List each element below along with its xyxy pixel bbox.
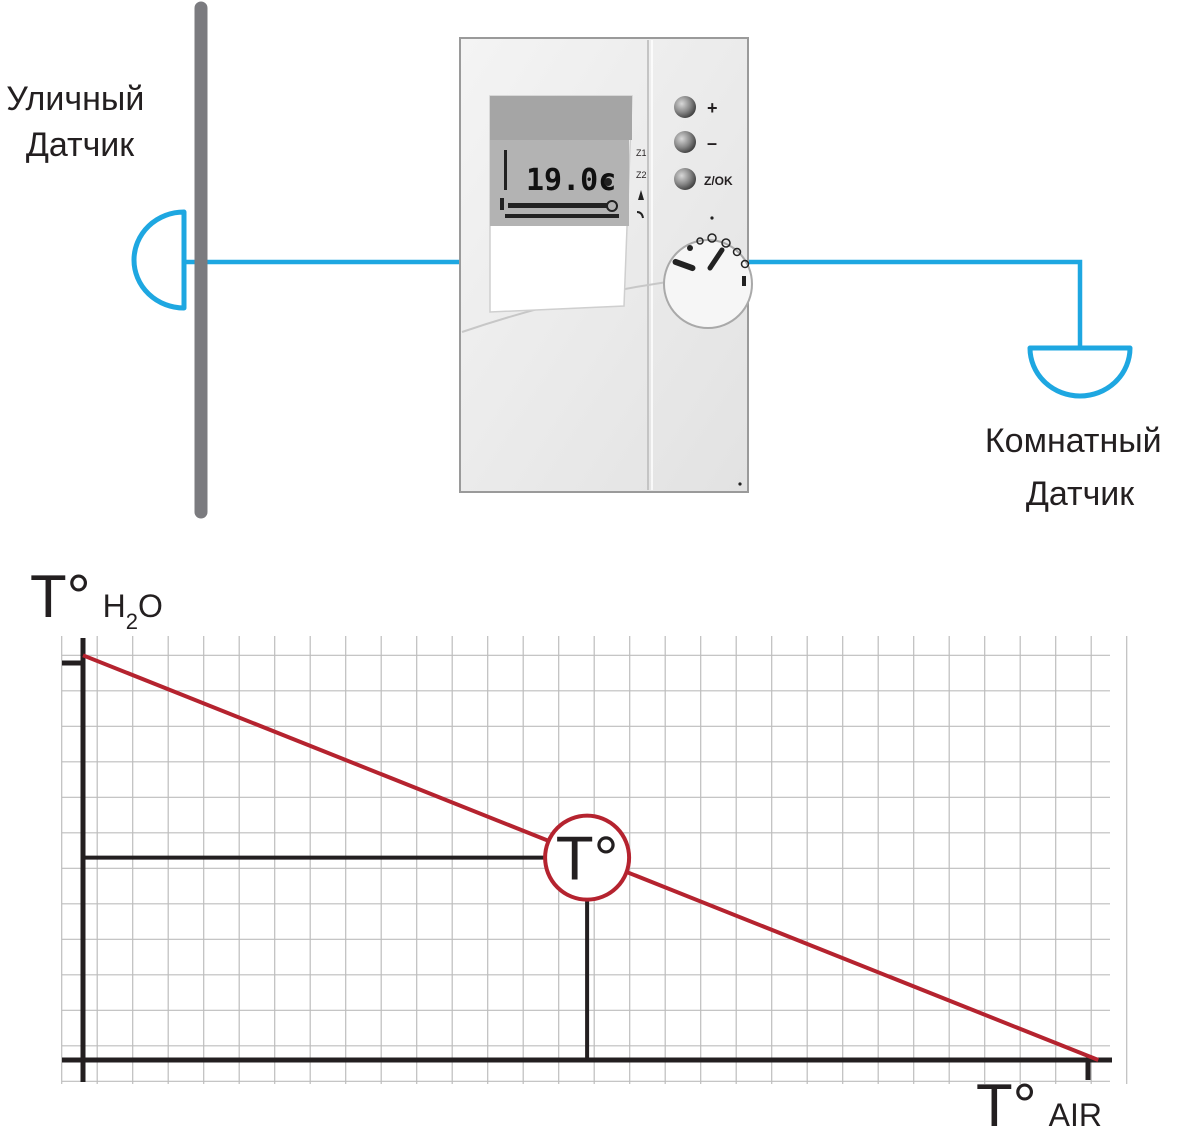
- dial-mode-icon: [721, 238, 731, 248]
- flame-icon: [638, 190, 644, 200]
- dial-mode-icon: [732, 247, 742, 257]
- graph-grid: [61, 636, 1128, 1084]
- heating-curve-graph: T° T° H2O T° AIR: [30, 563, 1128, 1132]
- operating-point-label: T°: [556, 825, 619, 894]
- mode-selector-dial[interactable]: [663, 233, 753, 329]
- dial-mode-icon: [740, 259, 750, 269]
- dial-mode-icon: [687, 245, 693, 251]
- room-sensor-wire: [745, 259, 1083, 346]
- thermostat-device: 19.0c Z1 Z2 + – Z/OK: [459, 37, 753, 493]
- zone-ok-button[interactable]: Z/OK: [674, 168, 733, 190]
- minus-button[interactable]: –: [674, 131, 717, 153]
- minus-button-label: –: [707, 133, 717, 153]
- dial-mode-icon: [707, 233, 717, 243]
- zone-label-z2: Z2: [636, 170, 647, 180]
- plus-button-label: +: [707, 98, 718, 118]
- room-sensor-label: Комнатный Датчик: [985, 422, 1171, 513]
- outdoor-sensor-label: Уличный Датчик: [6, 80, 154, 164]
- zone-label-z1: Z1: [636, 148, 647, 158]
- zone-indicators: Z1 Z2: [636, 148, 647, 219]
- zone-ok-button-label: Z/OK: [704, 174, 733, 188]
- sensor-wiring: [182, 259, 1083, 346]
- room-sensor-icon: [1027, 345, 1133, 399]
- lcd-temperature: 19.0c: [526, 163, 616, 198]
- return-arrow-icon: [636, 211, 644, 219]
- x-axis-label: T° AIR: [976, 1072, 1102, 1132]
- plus-button[interactable]: +: [674, 96, 718, 118]
- y-axis-label: T° H2O: [30, 563, 163, 634]
- dial-mode-icon: [696, 237, 704, 245]
- operating-point-marker: [543, 813, 632, 902]
- outdoor-sensor-icon: [131, 209, 187, 311]
- lcd-segments: [500, 150, 619, 218]
- lcd-top-band: [490, 96, 632, 140]
